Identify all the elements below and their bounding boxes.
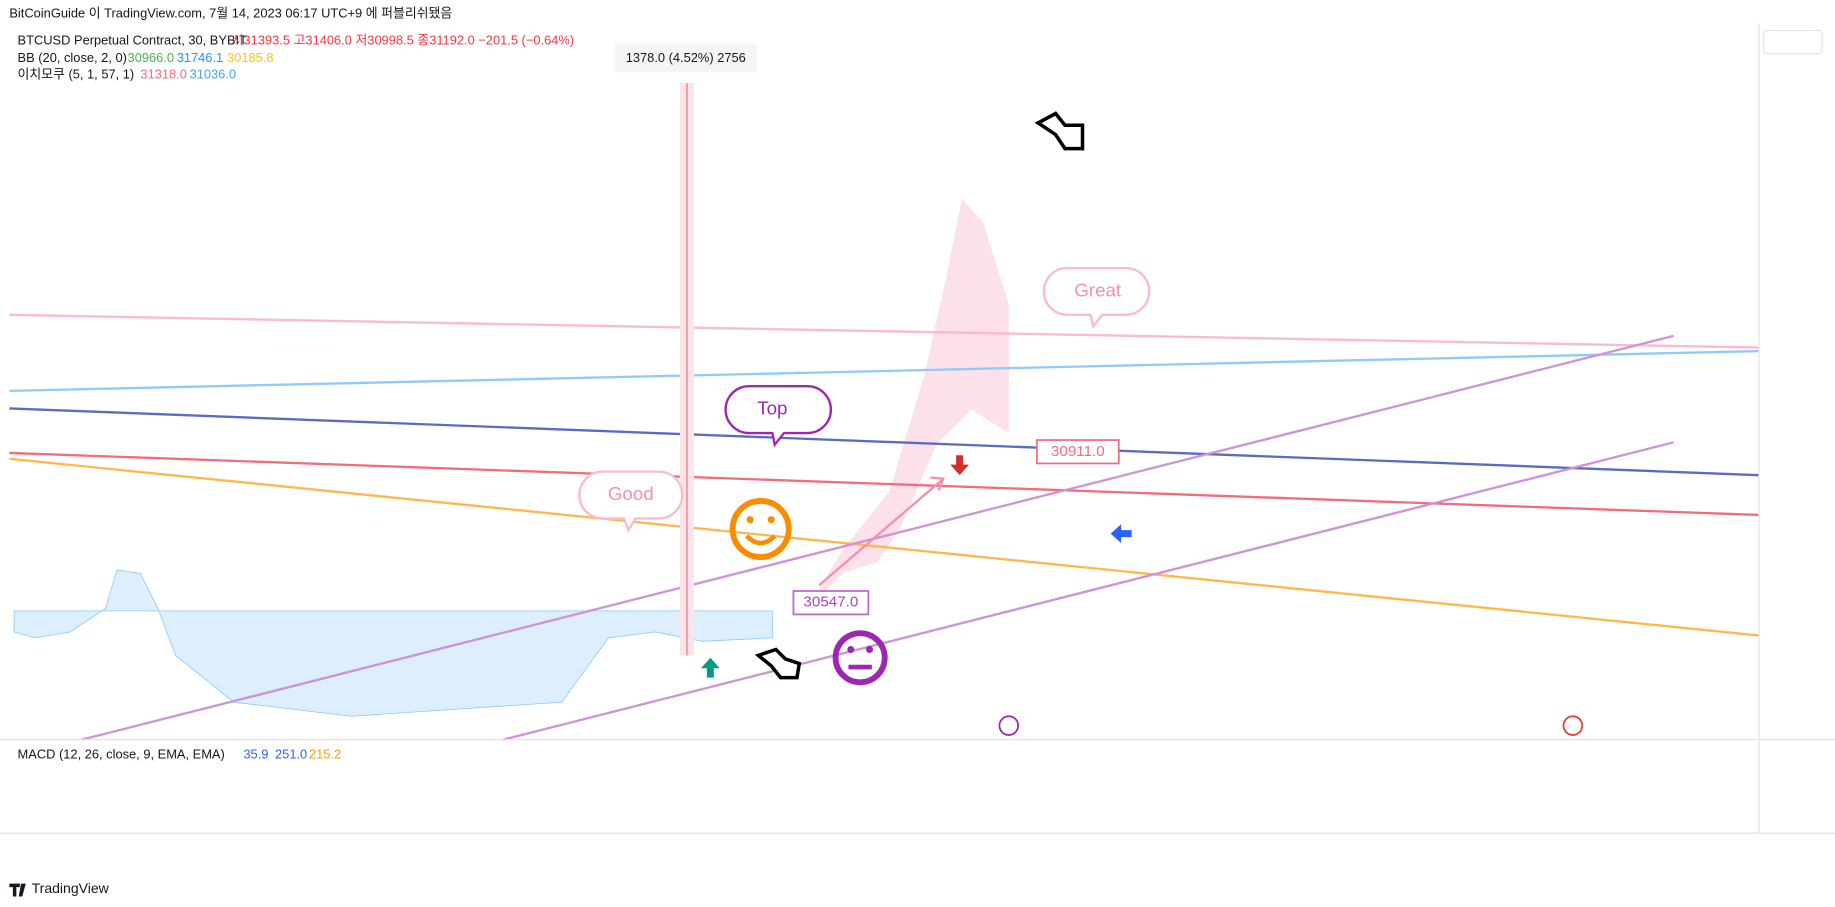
macd-value: 35.9 — [243, 746, 268, 761]
left-arrow — [1110, 524, 1132, 544]
macd-value: 215.2 — [309, 746, 341, 761]
neutral-eye — [866, 646, 874, 654]
publish-info: BitCoinGuide 이 TradingView.com, 7월 14, 2… — [9, 5, 452, 20]
legend-ichimoku: 이치모쿠 (5, 1, 57, 1) — [18, 66, 135, 81]
price-note-label: 30911.0 — [1051, 443, 1105, 460]
trend-line — [502, 441, 1674, 741]
trend-line — [9, 407, 1759, 477]
legend-ohlc: 시31393.5 고31406.0 저30998.5 종31192.0 −201… — [232, 32, 574, 47]
macd-value: 251.0 — [275, 746, 307, 761]
legend-value: 30185.8 — [227, 50, 273, 65]
smiley-eye — [746, 516, 754, 524]
price-note — [792, 590, 870, 616]
brand: TradingView — [32, 880, 110, 896]
legend-value: 31036.0 — [190, 66, 236, 81]
event-icon — [998, 715, 1020, 736]
legend-value: 31746.1 — [177, 50, 223, 65]
trend-line — [81, 334, 1674, 741]
smiley-mouth — [744, 534, 777, 546]
trend-line — [9, 349, 1759, 393]
arrow — [818, 478, 943, 587]
smiley-eye — [767, 516, 775, 524]
legend-symbol: BTCUSD Perpetual Contract, 30, BYBIT — [18, 32, 248, 47]
callout — [578, 470, 684, 533]
measure-box — [614, 44, 758, 73]
callout — [1042, 266, 1151, 330]
price-note-label: 30547.0 — [803, 594, 858, 611]
event-icon — [1562, 715, 1584, 736]
neutral-icon — [832, 630, 888, 686]
hand-icon — [754, 647, 802, 680]
trend-line — [9, 457, 1760, 637]
hand-icon — [1034, 111, 1085, 151]
macd-title: MACD (12, 26, close, 9, EMA, EMA) — [18, 746, 225, 761]
trend-line — [9, 451, 1759, 517]
callout-label: Good — [608, 483, 654, 504]
callout-label: Top — [757, 398, 787, 419]
up-arrow — [700, 657, 720, 678]
smiley-icon — [729, 497, 792, 560]
brand-logo — [9, 883, 26, 897]
down-arrow — [950, 455, 969, 476]
price-note — [1035, 439, 1120, 465]
legend-value: 31318.0 — [140, 66, 186, 81]
callout — [724, 385, 832, 448]
ichimoku-cloud — [13, 569, 773, 717]
arrow-head — [930, 476, 945, 491]
scale-button[interactable] — [1763, 29, 1823, 55]
measure-label: 1378.0 (4.52%) 2756 — [626, 50, 746, 65]
trend-line — [9, 313, 1759, 349]
legend-bb: BB (20, close, 2, 0) — [18, 50, 127, 65]
legend-value: 30966.0 — [128, 50, 174, 65]
ichimoku-cloud-pink — [807, 198, 1009, 609]
callout-label: Great — [1074, 279, 1122, 300]
neutral-eye — [847, 646, 855, 654]
